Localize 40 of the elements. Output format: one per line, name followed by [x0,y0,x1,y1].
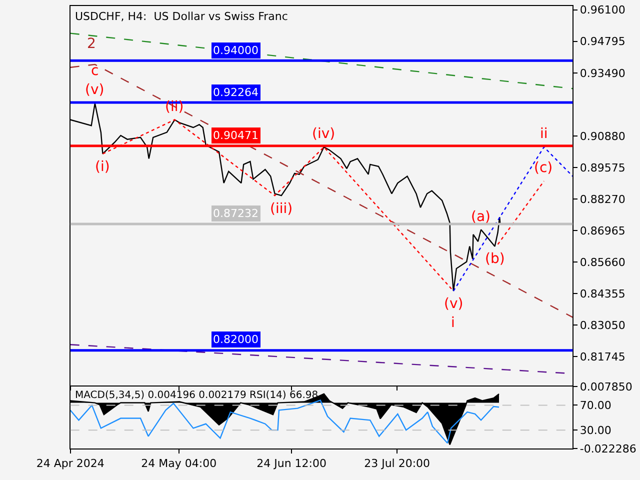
y-tick-label: 0.96100 [580,4,626,17]
y-tick-label: 0.88270 [580,192,626,206]
ref-line-label: 0.82000 [213,333,258,346]
annotation: (c) [534,160,553,176]
annotation: (v) [85,82,104,98]
y-tick-label: 0.007850 [580,380,632,394]
annotation: (a) [471,209,491,225]
annotation: (iv) [312,126,336,142]
x-tick-label: 24 Apr 2024 [36,456,104,470]
chart-title: USDCHF, H4: US Dollar vs Swiss Franc [75,10,288,23]
y-tick-label: 0.85660 [580,256,626,269]
ref-line-label: 0.92264 [213,86,258,99]
y-tick-label: -0.022286 [580,442,636,456]
annotation: (i) [95,159,110,175]
annotation: ii [540,126,548,142]
line-series [70,400,500,444]
ref-line-label: 0.87232 [213,207,258,220]
annotation: i [451,315,455,331]
y-tick-label: 0.93490 [580,66,626,80]
y-tick-label: 0.81745 [580,350,626,364]
y-tick-label: 0.94795 [580,35,626,48]
x-tick-label: 24 Jun 12:00 [256,456,327,470]
annotation: (v) [444,296,464,312]
chart-title: MACD(5,34,5) 0.004196 0.002179 RSI(14) 66.98 [75,390,318,401]
annotation: (iii) [270,201,293,217]
annotation: 2 [87,36,96,52]
ref-line-label: 0.94000 [213,44,258,57]
y-tick-label: 0.90880 [580,130,626,143]
y-tick-label: 0.84355 [580,287,626,300]
y2-tick-label: 70.00 [580,399,612,412]
annotation: (b) [485,251,505,267]
annotation: (ii) [165,99,184,115]
y-tick-label: 0.89575 [580,161,626,174]
x-tick-label: 23 Jul 20:00 [364,456,430,470]
annotation: c [91,63,99,79]
y-tick-label: 0.86965 [580,224,626,238]
x-tick-label: 24 May 04:00 [141,456,217,470]
y-tick-label: 0.83050 [580,318,626,332]
ref-line-label: 0.90471 [213,129,258,142]
y2-tick-label: 30.00 [580,424,612,437]
